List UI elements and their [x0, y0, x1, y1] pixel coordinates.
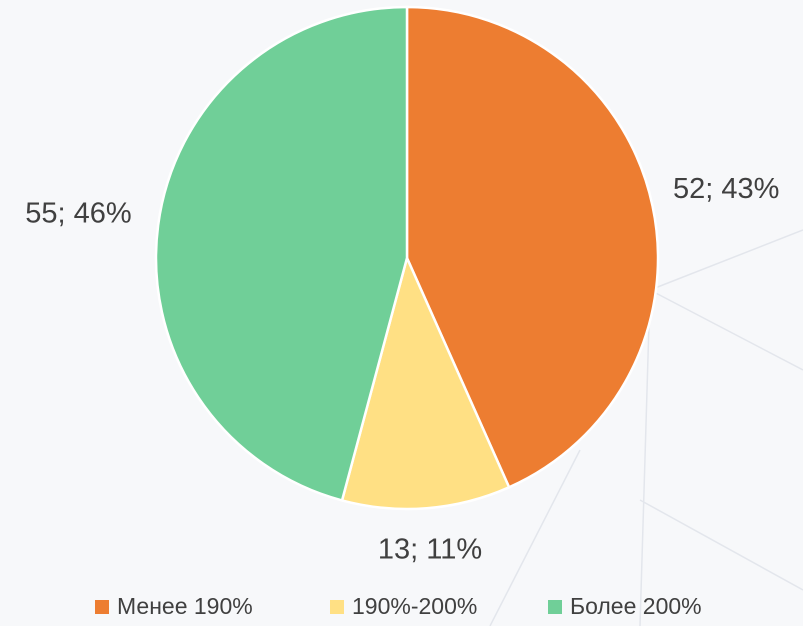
pie-slice: [340, 254, 511, 511]
legend-label: Более 200%: [570, 593, 702, 619]
pie-slice: [154, 5, 409, 502]
data-label: 13; 11%: [378, 533, 482, 565]
legend-label: 190%-200%: [352, 593, 477, 619]
pie-slice: [405, 5, 660, 489]
legend-swatch: [548, 600, 562, 614]
data-label: 52; 43%: [673, 173, 779, 205]
decor: [489, 229, 803, 626]
legend-swatch: [330, 600, 344, 614]
legend-label: Менее 190%: [117, 593, 253, 619]
data-label: 55; 46%: [25, 197, 131, 229]
legend-swatch: [95, 600, 109, 614]
